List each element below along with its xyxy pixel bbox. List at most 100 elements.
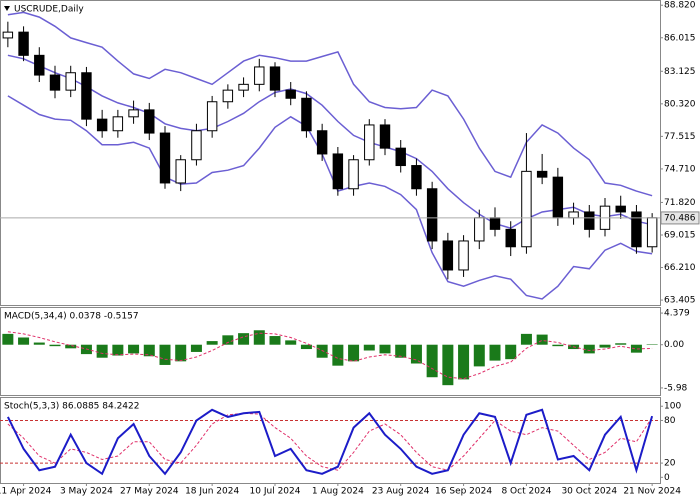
x-tick-label: 30 Oct 2024 xyxy=(561,487,617,497)
y-tick-label: 63.405 xyxy=(664,296,696,306)
candle-body xyxy=(159,132,171,184)
y-tick-label: 4.379 xyxy=(664,309,690,319)
candle-body xyxy=(206,101,218,132)
candle-body xyxy=(364,124,375,161)
macd-bar xyxy=(2,333,14,345)
macd-bar xyxy=(473,344,485,367)
y-tick-label: 71.820 xyxy=(664,198,696,208)
macd-bar xyxy=(222,335,234,345)
candle-body xyxy=(474,217,485,242)
indicator-line xyxy=(7,331,653,380)
macd-bar xyxy=(238,333,250,345)
candle-body xyxy=(112,116,124,132)
y-tick-label: 83.125 xyxy=(664,67,696,77)
macd-bar xyxy=(552,344,564,347)
macd-bar xyxy=(18,337,30,345)
candle-body xyxy=(191,130,202,161)
macd-bar xyxy=(143,344,155,357)
y-tick-label: 74.710 xyxy=(664,164,696,174)
macd-bar xyxy=(520,333,532,345)
x-tick-label: 27 May 2024 xyxy=(120,487,179,497)
menu-triangle xyxy=(4,6,10,11)
y-tick-label: 66.210 xyxy=(664,263,696,273)
stoch-pane xyxy=(0,397,661,484)
candle-body xyxy=(65,72,76,91)
macd-bar xyxy=(206,341,218,345)
candle-body xyxy=(96,118,108,132)
candle-body xyxy=(505,228,516,248)
x-tick-label: 18 Jun 2024 xyxy=(185,487,239,497)
x-tick-label: 8 Oct 2024 xyxy=(501,487,551,497)
macd-bar xyxy=(159,344,171,365)
candle-body xyxy=(301,97,312,132)
macd-bar xyxy=(33,342,45,345)
macd-bar xyxy=(426,344,438,378)
x-tick-label: 10 Jul 2024 xyxy=(250,487,301,497)
macd-bar xyxy=(615,343,627,345)
macd-bar xyxy=(332,344,344,366)
macd-bar xyxy=(363,344,375,351)
x-tick-label: 1 Aug 2024 xyxy=(312,487,364,497)
macd-bar xyxy=(536,334,548,345)
candle-body xyxy=(552,176,564,219)
candle-body xyxy=(222,89,234,103)
candle-body xyxy=(2,31,14,39)
macd-bar xyxy=(458,344,470,380)
macd-bar xyxy=(300,344,312,350)
candle-body xyxy=(458,240,469,271)
macd-bar xyxy=(489,344,501,361)
y-tick-label: 69.015 xyxy=(664,230,696,240)
macd-bar xyxy=(49,344,61,347)
macd-bar xyxy=(128,344,140,354)
y-tick-label: -5.98 xyxy=(664,383,688,393)
candle-body xyxy=(144,109,155,134)
y-tick-label: 0 xyxy=(664,473,670,483)
macd-bar xyxy=(316,344,328,358)
candle-body xyxy=(34,54,45,76)
macd-bar xyxy=(630,344,642,353)
y-tick-label: 88.820 xyxy=(664,1,696,11)
candle-body xyxy=(646,217,658,248)
macd-bar xyxy=(65,344,77,349)
macd-bar xyxy=(96,344,108,358)
macd-bar xyxy=(410,344,422,364)
last-price-box xyxy=(660,211,700,225)
x-tick-label: 11 Apr 2024 xyxy=(0,487,52,497)
macd-pane xyxy=(0,307,661,396)
y-tick-label: 20 xyxy=(664,459,676,469)
candle-body xyxy=(49,74,61,91)
candle-body xyxy=(254,66,265,85)
candle-body xyxy=(18,31,29,56)
macd-bar xyxy=(190,344,202,352)
macd-bar xyxy=(112,344,124,356)
y-tick-label: 80.320 xyxy=(664,99,696,109)
candle-body xyxy=(128,109,139,118)
candle-body xyxy=(285,89,296,99)
y-tick-label: 80 xyxy=(664,416,676,426)
last-price-label: 70.486 xyxy=(664,213,696,223)
macd-bar xyxy=(395,344,407,358)
indicator-line xyxy=(7,412,653,471)
indicator-line xyxy=(7,408,654,476)
candle-body xyxy=(584,211,595,230)
x-tick-label: 21 Nov 2024 xyxy=(623,487,681,497)
x-tick-label: 3 May 2024 xyxy=(60,487,113,497)
candle-body xyxy=(238,83,249,91)
indicator-line xyxy=(7,95,653,300)
candle-body xyxy=(536,170,548,178)
x-tick-label: 16 Sep 2024 xyxy=(435,487,492,497)
main-pane xyxy=(0,0,661,306)
candle-body xyxy=(379,124,391,149)
candle-body xyxy=(568,211,579,219)
candle-body xyxy=(316,130,328,155)
y-tick-label: 86.015 xyxy=(664,33,696,43)
macd-title: MACD(5,34,4) 0.0378 -0.5157 xyxy=(4,312,139,322)
candle-body xyxy=(332,153,344,190)
candle-body xyxy=(395,147,406,167)
candle-body xyxy=(521,170,532,248)
candle-body xyxy=(175,159,186,184)
macd-bar xyxy=(599,344,611,348)
candle-body xyxy=(348,159,359,190)
